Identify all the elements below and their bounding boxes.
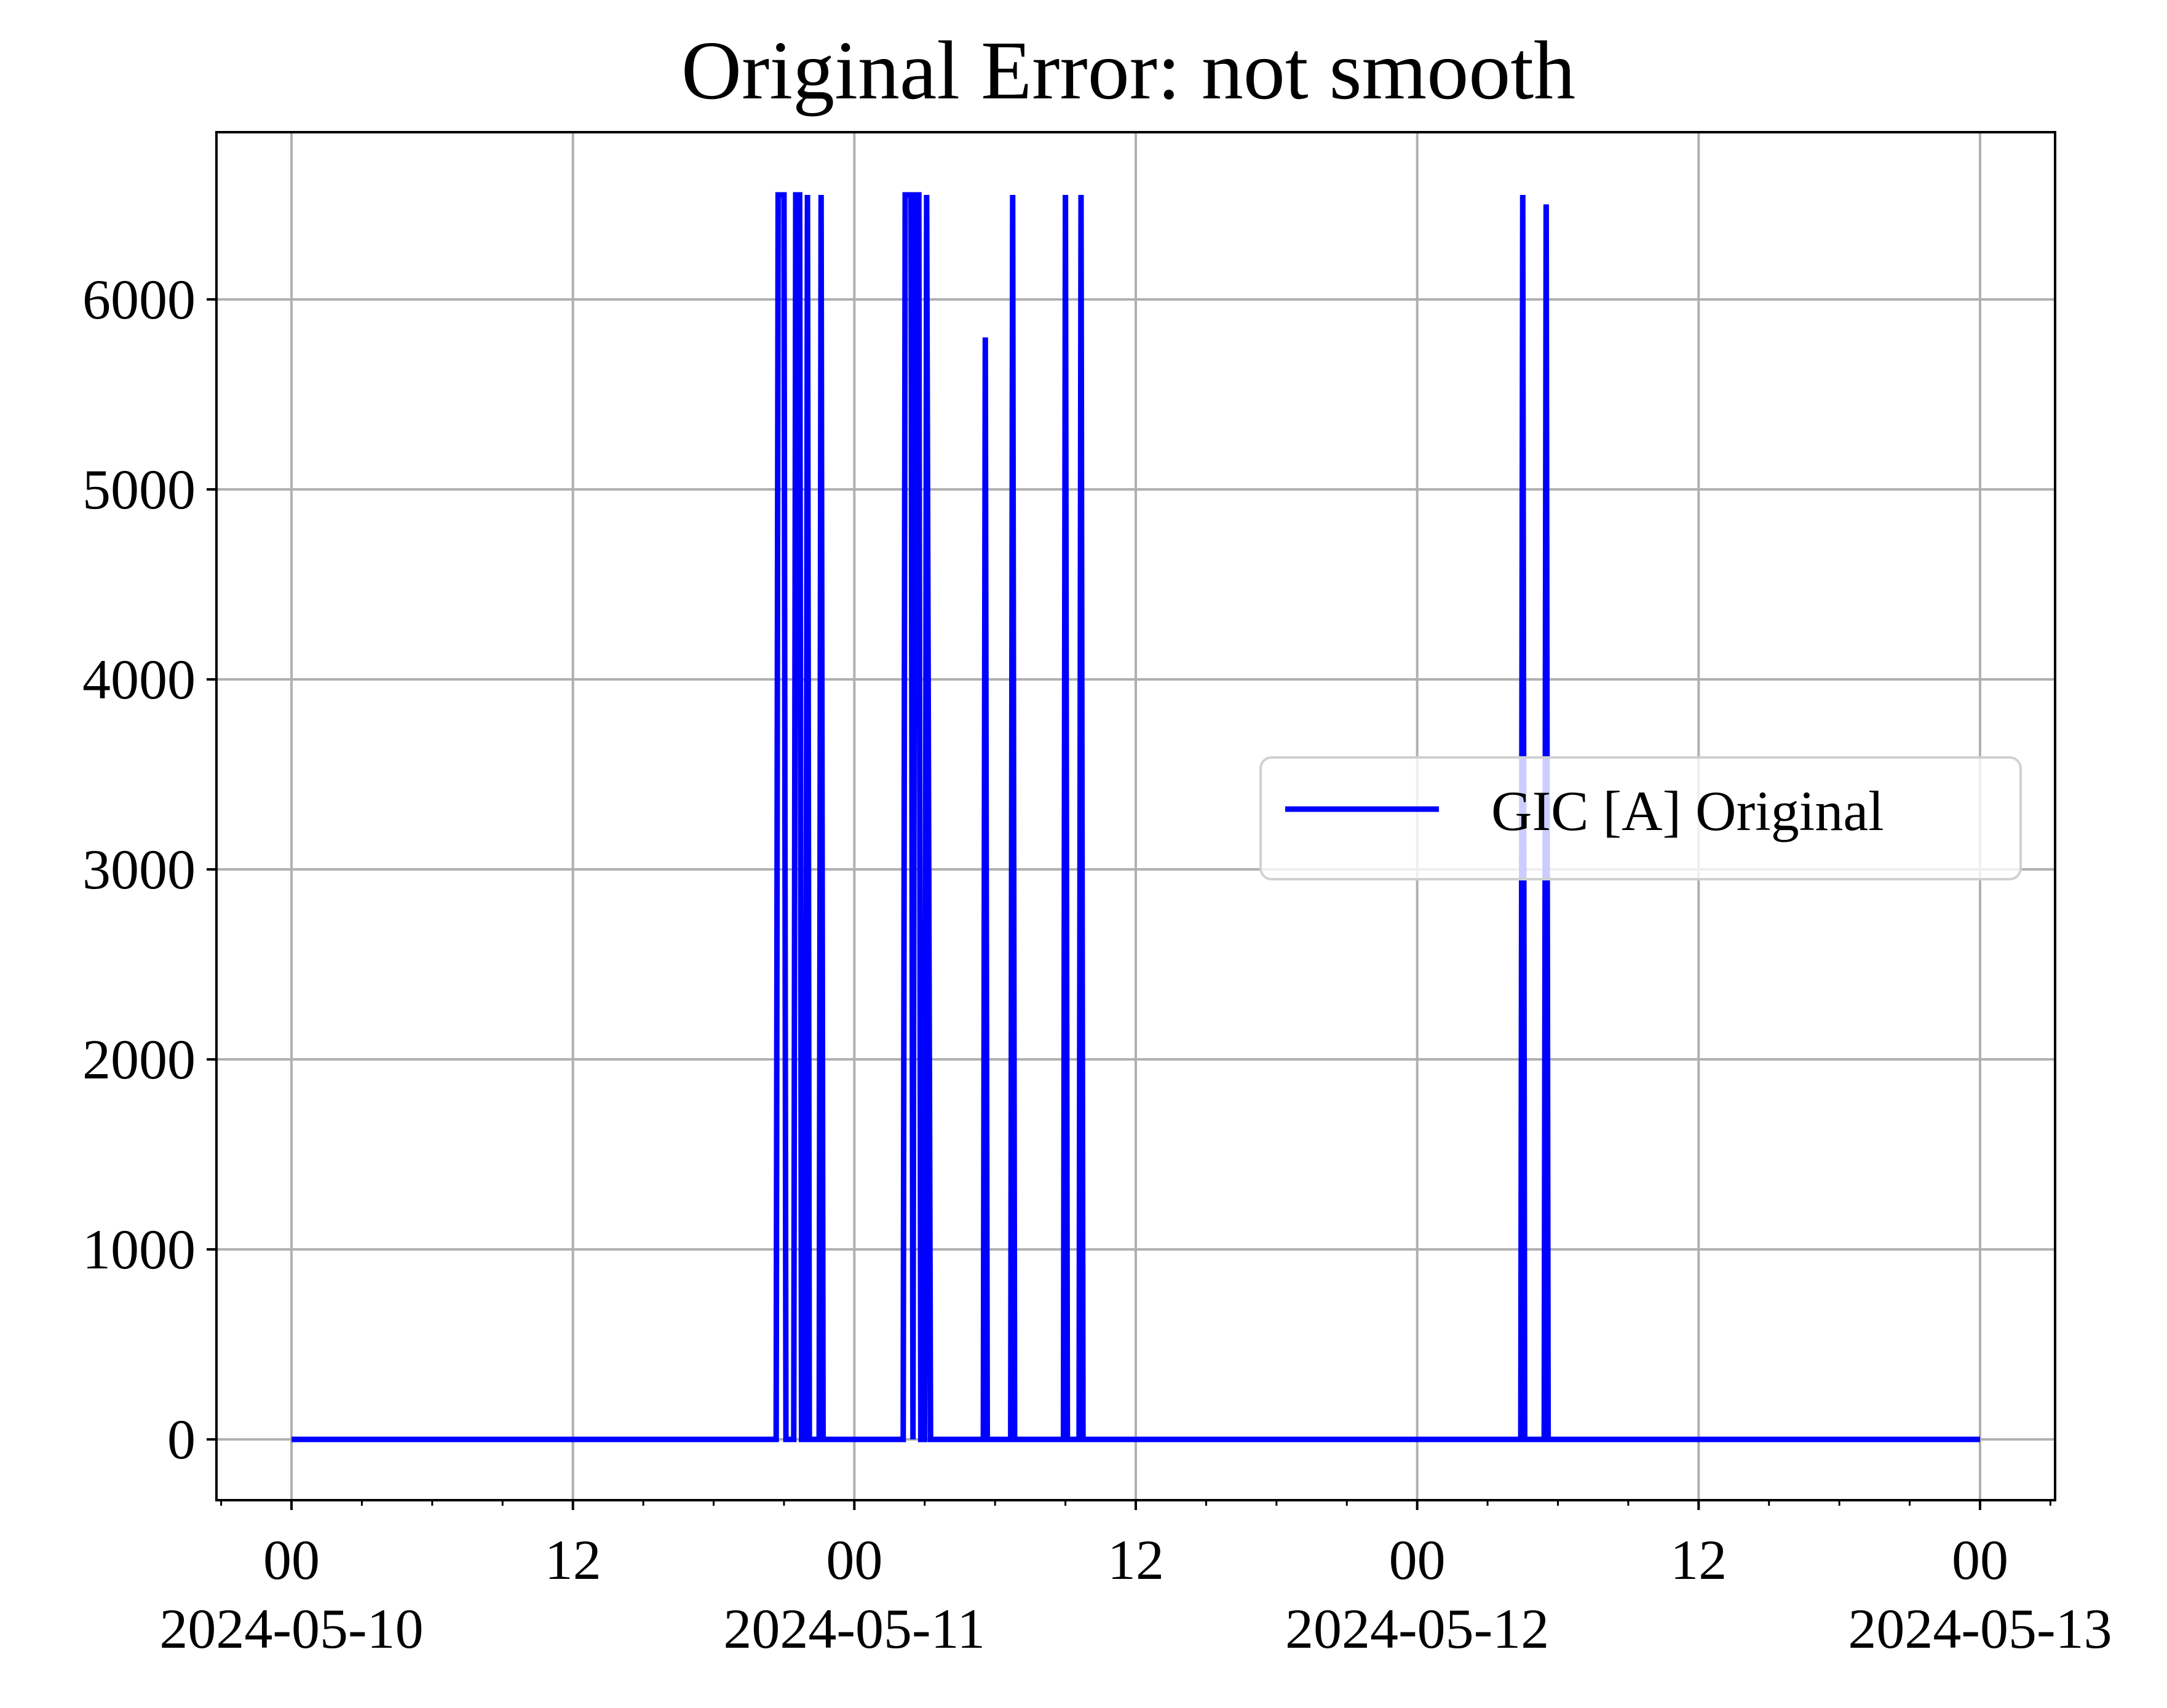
x-tick-date-label: 2024-05-10 — [159, 1597, 423, 1660]
x-tick-label: 00 — [1952, 1528, 2008, 1591]
y-tick-label: 1000 — [82, 1218, 196, 1281]
x-tick-label: 00 — [263, 1528, 320, 1591]
y-tick-label: 4000 — [82, 648, 196, 711]
x-tick-date-label: 2024-05-12 — [1285, 1597, 1549, 1660]
x-tick-label: 12 — [1107, 1528, 1164, 1591]
x-tick-date-label: 2024-05-11 — [723, 1597, 985, 1660]
legend: GIC [A] Original — [1259, 756, 2022, 880]
x-tick-label: 00 — [826, 1528, 882, 1591]
chart-title: Original Error: not smooth — [681, 25, 1575, 117]
x-tick-label: 12 — [545, 1528, 601, 1591]
y-tick-label: 0 — [167, 1408, 196, 1471]
y-tick-label: 6000 — [82, 268, 196, 331]
x-tick-label: 12 — [1670, 1528, 1727, 1591]
plot-area — [291, 192, 1980, 1442]
legend-box — [1259, 756, 2022, 880]
series-line-0 — [291, 192, 1980, 1442]
y-tick-label: 2000 — [82, 1028, 196, 1091]
y-tick-label: 5000 — [82, 458, 196, 521]
y-axis: 0 1000 2000 3000 4000 5000 6000 — [82, 268, 216, 1471]
y-tick-label: 3000 — [82, 838, 196, 901]
x-tick-date-label: 2024-05-13 — [1848, 1597, 2112, 1660]
x-tick-label: 00 — [1389, 1528, 1446, 1591]
grid — [216, 132, 2055, 1500]
legend-label-gic-original: GIC [A] Original — [1491, 780, 1884, 842]
